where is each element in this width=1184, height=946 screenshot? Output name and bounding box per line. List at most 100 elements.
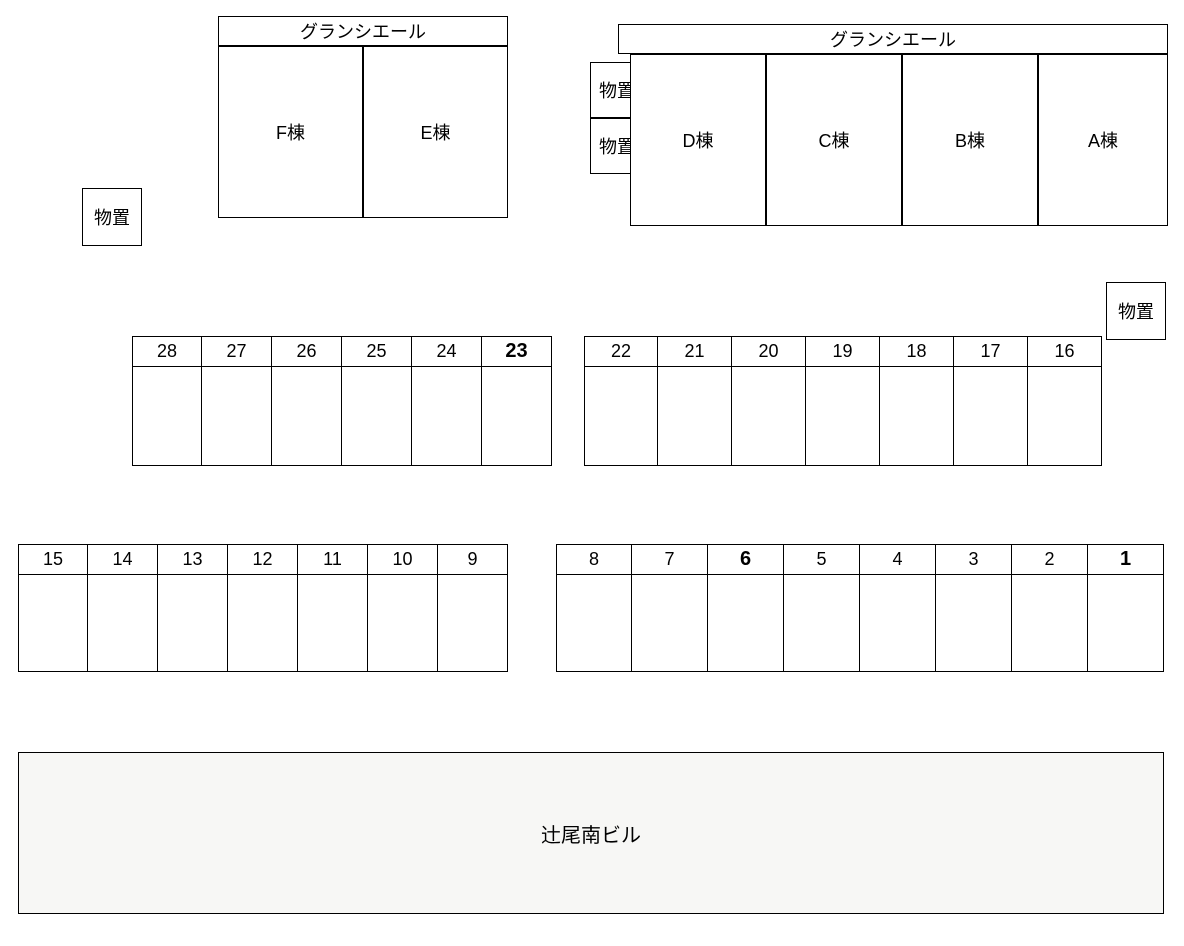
parking-slot-number: 5 (784, 545, 859, 575)
parking-slot: 22 (584, 336, 658, 466)
parking-slot-number: 8 (557, 545, 631, 575)
parking-slot: 6 (708, 544, 784, 672)
parking-slot: 26 (272, 336, 342, 466)
parking-slot: 27 (202, 336, 272, 466)
parking-slot-body (936, 575, 1011, 671)
building-c-label: C棟 (819, 127, 850, 153)
parking-slot-number: 13 (158, 545, 227, 575)
parking-slot: 10 (368, 544, 438, 672)
parking-slot-body (272, 367, 341, 465)
parking-row-8-1: 87654321 (556, 544, 1164, 672)
parking-slot: 8 (556, 544, 632, 672)
parking-slot: 7 (632, 544, 708, 672)
parking-slot: 9 (438, 544, 508, 672)
parking-slot-number: 3 (936, 545, 1011, 575)
parking-slot: 25 (342, 336, 412, 466)
bottom-building: 辻尾南ビル (18, 752, 1164, 914)
complex-right-header: グランシエール (618, 24, 1168, 54)
parking-slot-number: 20 (732, 337, 805, 367)
parking-slot-body (133, 367, 201, 465)
parking-slot-body (880, 367, 953, 465)
parking-slot: 18 (880, 336, 954, 466)
parking-slot-body (298, 575, 367, 671)
storage-label: 物置 (1118, 298, 1154, 324)
parking-slot-body (368, 575, 437, 671)
parking-slot-body (438, 575, 507, 671)
parking-slot-number: 12 (228, 545, 297, 575)
storage-label: 物置 (94, 204, 130, 230)
parking-slot-body (412, 367, 481, 465)
parking-slot-number: 10 (368, 545, 437, 575)
parking-slot: 23 (482, 336, 552, 466)
parking-slot-number: 22 (585, 337, 657, 367)
parking-slot-body (732, 367, 805, 465)
parking-slot-number: 2 (1012, 545, 1087, 575)
building-b-label: B棟 (955, 127, 985, 153)
parking-slot-body (806, 367, 879, 465)
parking-slot: 19 (806, 336, 880, 466)
parking-slot-number: 19 (806, 337, 879, 367)
building-b: B棟 (902, 54, 1038, 226)
parking-slot-body (784, 575, 859, 671)
parking-slot-body (1088, 575, 1163, 671)
building-d: D棟 (630, 54, 766, 226)
parking-slot: 17 (954, 336, 1028, 466)
parking-slot-number: 6 (708, 545, 783, 575)
parking-slot-body (557, 575, 631, 671)
parking-slot-body (632, 575, 707, 671)
building-e-label: E棟 (420, 119, 450, 145)
parking-slot-body (19, 575, 87, 671)
parking-slot-body (1012, 575, 1087, 671)
parking-slot-body (708, 575, 783, 671)
parking-row-22-16: 22212019181716 (584, 336, 1102, 466)
parking-slot: 16 (1028, 336, 1102, 466)
parking-slot-number: 16 (1028, 337, 1101, 367)
parking-slot-number: 11 (298, 545, 367, 575)
storage-left: 物置 (82, 188, 142, 246)
building-a: A棟 (1038, 54, 1168, 226)
parking-slot: 15 (18, 544, 88, 672)
parking-slot: 12 (228, 544, 298, 672)
parking-slot: 28 (132, 336, 202, 466)
parking-slot-body (585, 367, 657, 465)
bottom-building-label: 辻尾南ビル (541, 819, 641, 848)
parking-slot: 24 (412, 336, 482, 466)
parking-slot: 11 (298, 544, 368, 672)
parking-slot-number: 25 (342, 337, 411, 367)
parking-slot-body (158, 575, 227, 671)
parking-slot-number: 15 (19, 545, 87, 575)
storage-right: 物置 (1106, 282, 1166, 340)
parking-slot-body (658, 367, 731, 465)
parking-slot: 21 (658, 336, 732, 466)
parking-slot-body (88, 575, 157, 671)
parking-slot-number: 1 (1088, 545, 1163, 575)
parking-slot-number: 18 (880, 337, 953, 367)
parking-slot: 4 (860, 544, 936, 672)
parking-slot-body (860, 575, 935, 671)
parking-slot-number: 28 (133, 337, 201, 367)
parking-slot: 20 (732, 336, 806, 466)
complex-left-header: グランシエール (218, 16, 508, 46)
parking-slot-body (228, 575, 297, 671)
parking-slot-number: 9 (438, 545, 507, 575)
parking-slot-number: 14 (88, 545, 157, 575)
parking-slot: 14 (88, 544, 158, 672)
building-c: C棟 (766, 54, 902, 226)
parking-slot-number: 23 (482, 337, 551, 367)
parking-slot-body (482, 367, 551, 465)
parking-slot-body (1028, 367, 1101, 465)
parking-slot-body (202, 367, 271, 465)
parking-slot: 2 (1012, 544, 1088, 672)
parking-slot: 13 (158, 544, 228, 672)
parking-slot-number: 26 (272, 337, 341, 367)
parking-slot-number: 7 (632, 545, 707, 575)
parking-slot-body (342, 367, 411, 465)
parking-slot-number: 24 (412, 337, 481, 367)
complex-left-title: グランシエール (300, 18, 426, 44)
building-f: F棟 (218, 46, 363, 218)
building-a-label: A棟 (1088, 127, 1118, 153)
parking-slot-number: 27 (202, 337, 271, 367)
parking-slot-body (954, 367, 1027, 465)
parking-slot-number: 21 (658, 337, 731, 367)
building-f-label: F棟 (276, 119, 305, 145)
